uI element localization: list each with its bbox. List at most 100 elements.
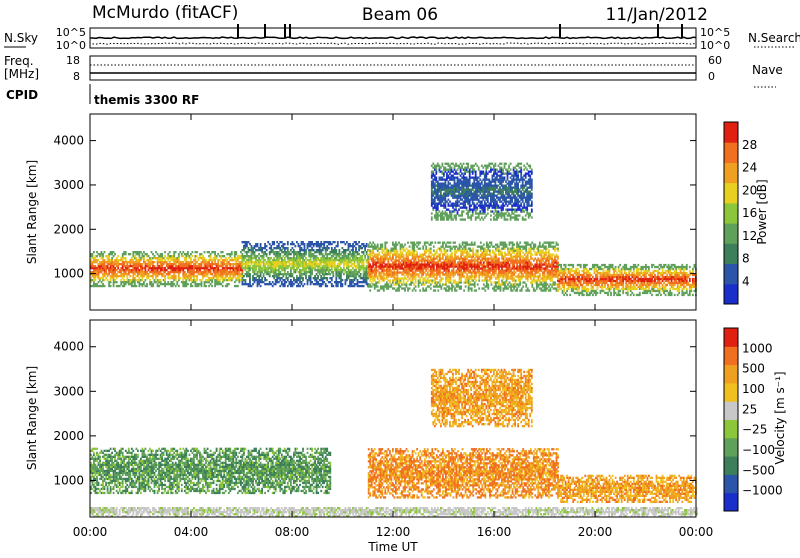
- echo-cell: [509, 252, 511, 254]
- echo-cell: [589, 274, 591, 276]
- echo-cell: [397, 256, 399, 258]
- echo-cell: [375, 273, 377, 275]
- echo-cell: [395, 246, 397, 248]
- echo-cell: [205, 265, 207, 267]
- echo-cell: [235, 257, 237, 259]
- echo-cell: [601, 288, 603, 290]
- echo-cell: [167, 275, 169, 277]
- echo-cell: [439, 242, 441, 244]
- echo-cell: [418, 283, 420, 285]
- echo-cell: [245, 247, 247, 249]
- echo-cell: [374, 279, 376, 281]
- echo-cell: [598, 284, 600, 286]
- echo-cell: [442, 271, 444, 273]
- echo-cell: [190, 259, 192, 261]
- echo-cell: [424, 244, 426, 246]
- echo-cell: [539, 275, 541, 277]
- echo-cell: [254, 271, 256, 273]
- beam-title: Beam 06: [362, 5, 438, 25]
- echo-cell: [407, 256, 409, 258]
- echo-cell: [302, 241, 304, 243]
- echo-cell: [427, 279, 429, 281]
- echo-cell: [149, 265, 151, 267]
- echo-cell: [216, 279, 218, 281]
- echo-cell: [195, 267, 197, 269]
- echo-cell: [307, 263, 309, 265]
- echo-cell: [371, 273, 373, 275]
- echo-cell: [98, 273, 100, 275]
- echo-cell: [591, 268, 593, 270]
- echo-cell: [307, 267, 309, 269]
- echo-cell: [254, 251, 256, 253]
- echo-cell: [436, 275, 438, 277]
- echo-cell: [351, 265, 353, 267]
- echo-cell: [418, 248, 420, 250]
- echo-cell: [151, 251, 153, 253]
- echo-cell: [278, 251, 280, 253]
- echo-cell: [331, 279, 333, 281]
- echo-cell: [284, 243, 286, 245]
- echo-cell: [501, 254, 503, 256]
- echo-cell: [361, 257, 363, 259]
- echo-cell: [346, 255, 348, 257]
- echo-cell: [487, 285, 489, 287]
- echo-cell: [260, 259, 262, 261]
- echo-cell: [235, 263, 237, 265]
- echo-cell: [242, 253, 244, 255]
- echo-cell: [451, 254, 453, 256]
- echo-cell: [307, 283, 309, 285]
- echo-cell: [444, 242, 446, 244]
- echo-cell: [600, 266, 602, 268]
- echo-cell: [527, 287, 529, 289]
- echo-cell: [282, 275, 284, 277]
- echo-cell: [331, 269, 333, 271]
- echo-cell: [210, 269, 212, 271]
- echo-cell: [293, 249, 295, 251]
- echo-cell: [518, 279, 520, 281]
- echo-cell: [357, 281, 359, 283]
- echo-cell: [155, 277, 157, 279]
- echo-cell: [358, 241, 360, 243]
- echo-cell: [531, 285, 533, 287]
- echo-cell: [178, 285, 180, 287]
- echo-cell: [216, 281, 218, 283]
- echo-cell: [363, 265, 365, 267]
- echo-cell: [418, 269, 420, 271]
- echo-cell: [386, 277, 388, 279]
- echo-cell: [604, 286, 606, 288]
- echo-cell: [377, 277, 379, 279]
- echo-cell: [518, 261, 520, 263]
- echo-cell: [397, 252, 399, 254]
- echo-cell: [407, 289, 409, 291]
- echo-cell: [235, 269, 237, 271]
- echo-cell: [235, 265, 237, 267]
- echo-cell: [409, 271, 411, 273]
- echo-cell: [346, 275, 348, 277]
- echo-cell: [539, 244, 541, 246]
- echo-cell: [418, 279, 420, 281]
- echo-cell: [302, 257, 304, 259]
- echo-cell: [591, 284, 593, 286]
- echo-cell: [296, 257, 298, 259]
- echo-cell: [329, 241, 331, 243]
- echo-cell: [584, 266, 586, 268]
- echo-cell: [397, 250, 399, 252]
- echo-cell: [151, 259, 153, 261]
- echo-cell: [164, 255, 166, 257]
- echo-cell: [314, 267, 316, 269]
- echo-cell: [332, 255, 334, 257]
- echo-cell: [151, 281, 153, 283]
- echo-cell: [323, 255, 325, 257]
- echo-cell: [114, 253, 116, 255]
- echo-cell: [548, 252, 550, 254]
- echo-cell: [152, 263, 154, 265]
- echo-cell: [500, 287, 502, 289]
- echo-cell: [231, 251, 233, 253]
- echo-cell: [257, 279, 259, 281]
- echo-cell: [249, 281, 251, 283]
- echo-cell: [167, 253, 169, 255]
- echo-cell: [139, 261, 141, 263]
- echo-cell: [400, 279, 402, 281]
- echo-cell: [504, 256, 506, 258]
- echo-cell: [550, 287, 552, 289]
